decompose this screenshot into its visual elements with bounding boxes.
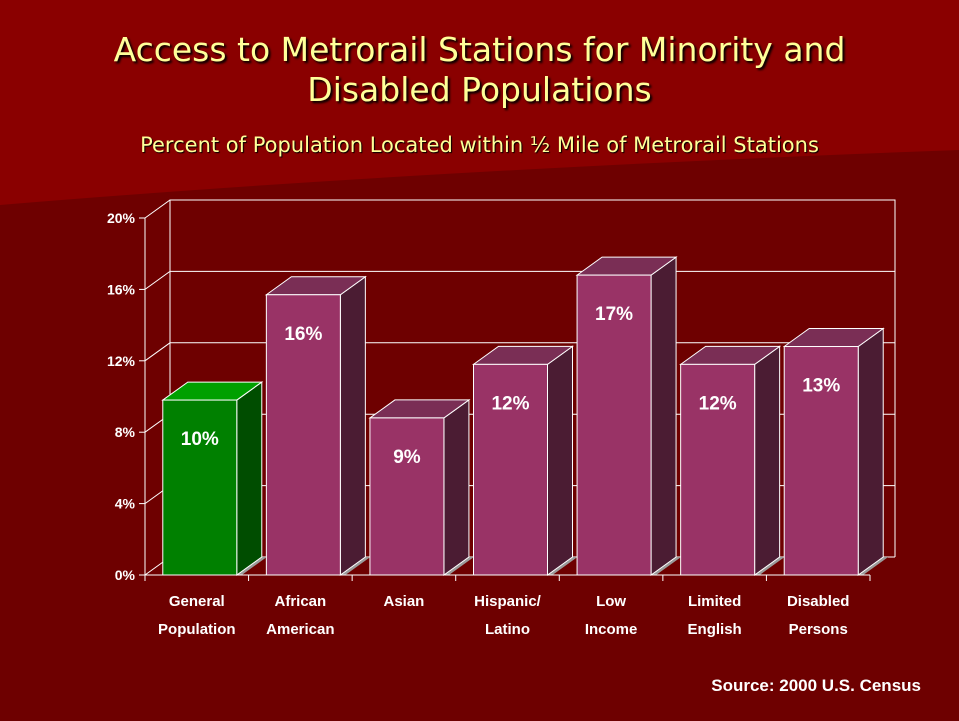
data-label: 12% [491, 393, 529, 414]
category-label: Persons [789, 621, 848, 638]
data-label: 13% [802, 376, 840, 397]
data-label: 17% [595, 304, 633, 325]
data-label: 12% [699, 393, 737, 414]
bar-side [443, 398, 470, 576]
bar [783, 346, 859, 576]
data-label: 9% [393, 447, 421, 468]
title-line-2: Disabled Populations [307, 70, 652, 109]
bar-shadow [547, 557, 578, 575]
bar-shadow [858, 557, 889, 575]
bar-shadow [443, 557, 474, 575]
category-label: General [169, 593, 225, 610]
gridline [144, 199, 895, 219]
category-label: Latino [485, 621, 530, 638]
data-label: 16% [284, 324, 322, 345]
bar-side [857, 327, 884, 576]
bar [369, 417, 445, 576]
bar-side [547, 345, 573, 576]
bar [576, 274, 652, 576]
data-label: 10% [181, 429, 219, 450]
chart-title: Access to Metrorail Stations for Minorit… [0, 30, 959, 110]
bar-shadow [754, 557, 785, 575]
bar [265, 294, 341, 576]
category-label: English [688, 621, 742, 638]
source-note: Source: 2000 U.S. Census [711, 676, 921, 695]
y-tick-label: 0% [115, 567, 136, 583]
category-label: Limited [688, 593, 741, 610]
y-tick-label: 16% [107, 281, 136, 297]
bar-side [650, 256, 677, 576]
category-label: African [275, 593, 327, 610]
chart-subtitle: Percent of Population Located within ½ M… [140, 133, 819, 157]
title-line-1: Access to Metrorail Stations for Minorit… [113, 30, 846, 69]
y-tick-label: 12% [107, 353, 136, 369]
bar-side [236, 381, 263, 576]
bar-side [339, 275, 366, 576]
category-label: Asian [383, 593, 424, 610]
category-label: Population [158, 621, 236, 638]
bar-side [754, 345, 781, 576]
bar-shadow [340, 557, 371, 575]
category-label: Income [585, 621, 638, 638]
y-tick-label: 8% [115, 424, 136, 440]
category-label: Hispanic/ [474, 593, 542, 610]
y-tick-label: 4% [115, 496, 136, 512]
category-label: Disabled [787, 593, 850, 610]
category-label: American [266, 621, 334, 638]
gridline [144, 270, 895, 290]
bar-shadow [651, 557, 682, 575]
y-tick-label: 20% [107, 210, 136, 226]
category-label: Low [596, 593, 626, 610]
bar-shadow [236, 557, 267, 575]
bar [680, 363, 756, 576]
bar [473, 363, 548, 576]
bar [162, 399, 238, 576]
